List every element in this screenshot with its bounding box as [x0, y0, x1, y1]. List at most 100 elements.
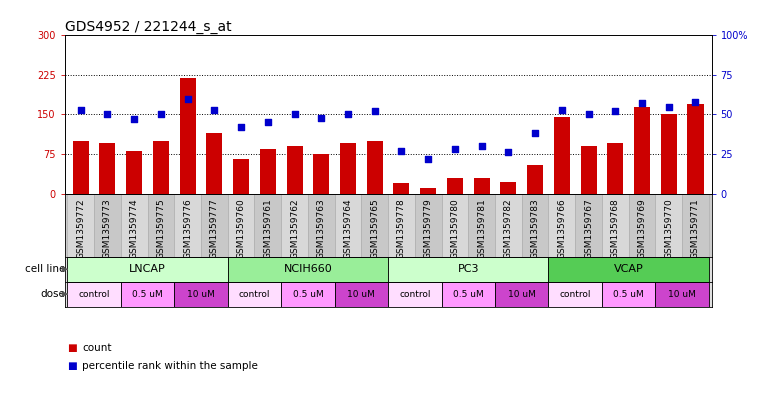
Point	[101, 111, 113, 118]
Bar	[629, 193, 655, 257]
Bar	[206, 133, 222, 193]
Point	[368, 108, 380, 114]
Bar	[94, 193, 121, 257]
Text: LNCAP: LNCAP	[129, 264, 166, 274]
Bar	[335, 282, 388, 307]
Text: 0.5 uM: 0.5 uM	[292, 290, 323, 299]
Bar	[314, 154, 330, 193]
Text: count: count	[82, 343, 112, 353]
Point	[689, 99, 702, 105]
Bar	[228, 257, 388, 282]
Point	[209, 107, 221, 113]
Text: GSM1359763: GSM1359763	[317, 198, 326, 259]
Bar	[441, 282, 495, 307]
Bar	[367, 141, 383, 193]
Bar	[388, 257, 549, 282]
Bar	[441, 193, 468, 257]
Bar	[174, 193, 201, 257]
Bar	[201, 193, 228, 257]
Text: GSM1359783: GSM1359783	[530, 198, 540, 259]
Text: GSM1359782: GSM1359782	[504, 198, 513, 259]
Bar	[228, 282, 282, 307]
Bar	[68, 193, 94, 257]
Bar	[501, 182, 517, 193]
Text: 10 uM: 10 uM	[508, 290, 536, 299]
Text: GSM1359764: GSM1359764	[343, 198, 352, 259]
Text: GSM1359761: GSM1359761	[263, 198, 272, 259]
Bar	[468, 193, 495, 257]
Text: GSM1359767: GSM1359767	[584, 198, 593, 259]
Bar	[121, 193, 148, 257]
Bar	[153, 141, 169, 193]
Bar	[473, 178, 489, 193]
Point	[396, 148, 408, 154]
Point	[182, 95, 194, 102]
Bar	[575, 193, 602, 257]
Bar	[549, 257, 708, 282]
Text: GSM1359781: GSM1359781	[477, 198, 486, 259]
Text: GSM1359766: GSM1359766	[557, 198, 566, 259]
Bar	[581, 146, 597, 193]
Text: GSM1359772: GSM1359772	[76, 198, 85, 259]
Bar	[687, 104, 703, 193]
Bar	[634, 107, 650, 193]
Text: 10 uM: 10 uM	[668, 290, 696, 299]
Text: ■: ■	[67, 361, 77, 371]
Bar	[335, 193, 361, 257]
Bar	[549, 282, 602, 307]
Point	[288, 111, 301, 118]
Text: GSM1359779: GSM1359779	[424, 198, 433, 259]
Point	[315, 114, 327, 121]
Bar	[682, 193, 708, 257]
Point	[636, 100, 648, 107]
Bar	[549, 193, 575, 257]
Bar	[447, 178, 463, 193]
Text: GSM1359780: GSM1359780	[451, 198, 460, 259]
Text: GSM1359762: GSM1359762	[290, 198, 299, 259]
Bar	[495, 282, 549, 307]
Text: GSM1359777: GSM1359777	[210, 198, 219, 259]
Bar	[554, 117, 570, 193]
Point	[449, 146, 461, 152]
Bar	[180, 77, 196, 193]
Text: control: control	[239, 290, 270, 299]
Bar	[148, 193, 174, 257]
Bar	[393, 183, 409, 193]
Bar	[68, 282, 121, 307]
Text: ■: ■	[67, 343, 77, 353]
Bar	[174, 282, 228, 307]
Text: control: control	[559, 290, 591, 299]
Text: 0.5 uM: 0.5 uM	[453, 290, 484, 299]
Bar	[388, 193, 415, 257]
Bar	[73, 141, 89, 193]
Bar	[607, 143, 623, 193]
Bar	[287, 146, 303, 193]
Point	[128, 116, 140, 122]
Point	[476, 143, 488, 149]
Bar	[602, 282, 655, 307]
Text: percentile rank within the sample: percentile rank within the sample	[82, 361, 258, 371]
Bar	[228, 193, 254, 257]
Text: cell line: cell line	[25, 264, 65, 274]
Bar	[254, 193, 282, 257]
Bar	[100, 143, 116, 193]
Bar	[495, 193, 522, 257]
Text: GSM1359773: GSM1359773	[103, 198, 112, 259]
Text: GSM1359765: GSM1359765	[371, 198, 379, 259]
Point	[529, 130, 541, 137]
Bar	[121, 282, 174, 307]
Text: GSM1359774: GSM1359774	[129, 198, 139, 259]
Text: control: control	[399, 290, 431, 299]
Bar	[388, 282, 441, 307]
Point	[235, 124, 247, 130]
Text: control: control	[78, 290, 110, 299]
Point	[422, 156, 435, 162]
Bar	[68, 257, 228, 282]
Point	[663, 103, 675, 110]
Bar	[308, 193, 335, 257]
Text: GSM1359778: GSM1359778	[397, 198, 406, 259]
Text: 10 uM: 10 uM	[187, 290, 215, 299]
Text: 0.5 uM: 0.5 uM	[132, 290, 163, 299]
Bar	[655, 282, 708, 307]
Text: VCAP: VCAP	[614, 264, 644, 274]
